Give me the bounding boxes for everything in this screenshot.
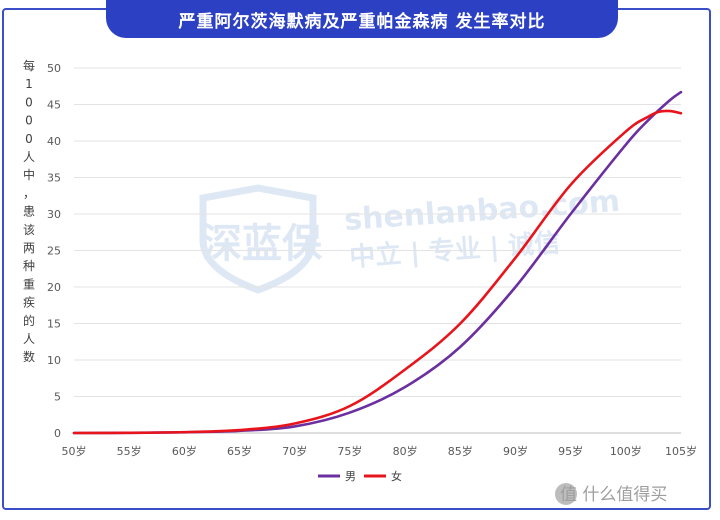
x-tick-label: 95岁 <box>558 444 583 458</box>
y-axis-label-char: 该 <box>23 223 35 237</box>
y-axis-label-char: 中 <box>23 167 35 182</box>
y-axis-label-char: 重 <box>23 277 35 291</box>
legend: 男 女 <box>318 469 402 483</box>
corner-brand-text: 值 什么值得买 <box>560 485 667 505</box>
x-tick-label: 80岁 <box>393 444 418 458</box>
y-tick-label: 10 <box>47 354 61 367</box>
brand-badge-icon <box>555 483 577 505</box>
chart-title-banner: 严重阿尔茨海默病及严重帕金森病 发生率对比 <box>106 0 618 38</box>
legend-label-male: 男 <box>345 470 356 483</box>
x-tick-label: 100岁 <box>610 444 642 458</box>
y-axis-label-char: ， <box>23 186 35 200</box>
y-tick-labels: 0 5 10 15 20 25 30 35 40 45 50 <box>47 62 61 440</box>
watermark-logo-text: 深蓝保 <box>202 221 323 267</box>
y-axis-label-char: 1 <box>25 77 33 91</box>
x-tick-label: 75岁 <box>337 444 362 458</box>
y-axis-label-char: 数 <box>23 349 35 364</box>
x-tick-label: 60岁 <box>172 444 197 458</box>
y-axis-label-char: 的 <box>23 313 35 328</box>
series-line-female <box>72 109 683 435</box>
x-tick-label: 90岁 <box>503 444 528 458</box>
series-lines <box>72 90 683 435</box>
y-axis-label-char: 患 <box>23 205 35 219</box>
y-tick-label: 45 <box>47 99 61 112</box>
y-axis-label-char: 0 <box>25 95 33 109</box>
y-tick-label: 30 <box>47 208 61 221</box>
y-tick-label: 35 <box>47 172 61 185</box>
x-tick-label: 50岁 <box>62 444 87 458</box>
watermark-site: shenlanbao.com <box>343 184 621 238</box>
x-tick-label: 105岁 <box>665 444 697 458</box>
y-tick-label: 0 <box>54 427 61 440</box>
y-axis-label-char: 0 <box>25 114 33 128</box>
y-tick-label: 20 <box>47 281 61 294</box>
grid-lines <box>74 67 681 434</box>
x-tick-label: 70岁 <box>282 444 307 458</box>
x-tick-label: 55岁 <box>117 444 142 458</box>
y-tick-label: 5 <box>54 391 61 404</box>
y-axis-label-char: 种 <box>23 259 35 273</box>
shield-logo-icon <box>199 184 317 294</box>
x-tick-labels: 50岁 55岁 60岁 65岁 70岁 75岁 80岁 85岁 90岁 95岁 100岁 105岁 <box>62 444 698 458</box>
x-tick-label: 85岁 <box>448 444 473 458</box>
y-axis-label-char: 人 <box>23 150 35 164</box>
y-axis-label-char: 人 <box>23 332 35 346</box>
y-tick-label: 15 <box>47 318 61 331</box>
y-axis-label-char: 每 <box>23 58 35 73</box>
x-tick-label: 65岁 <box>227 444 252 458</box>
y-tick-label: 25 <box>47 245 61 258</box>
y-axis-label-char: 两 <box>23 241 35 255</box>
y-axis-label-char: 0 <box>25 132 33 146</box>
y-tick-label: 40 <box>47 135 61 148</box>
y-axis-label-char: 疾 <box>23 295 35 310</box>
corner-brand: 值 什么值得买 <box>555 483 667 505</box>
y-tick-label: 50 <box>47 62 61 75</box>
chart-title: 严重阿尔茨海默病及严重帕金森病 发生率对比 <box>178 11 546 32</box>
legend-label-female: 女 <box>391 469 402 483</box>
